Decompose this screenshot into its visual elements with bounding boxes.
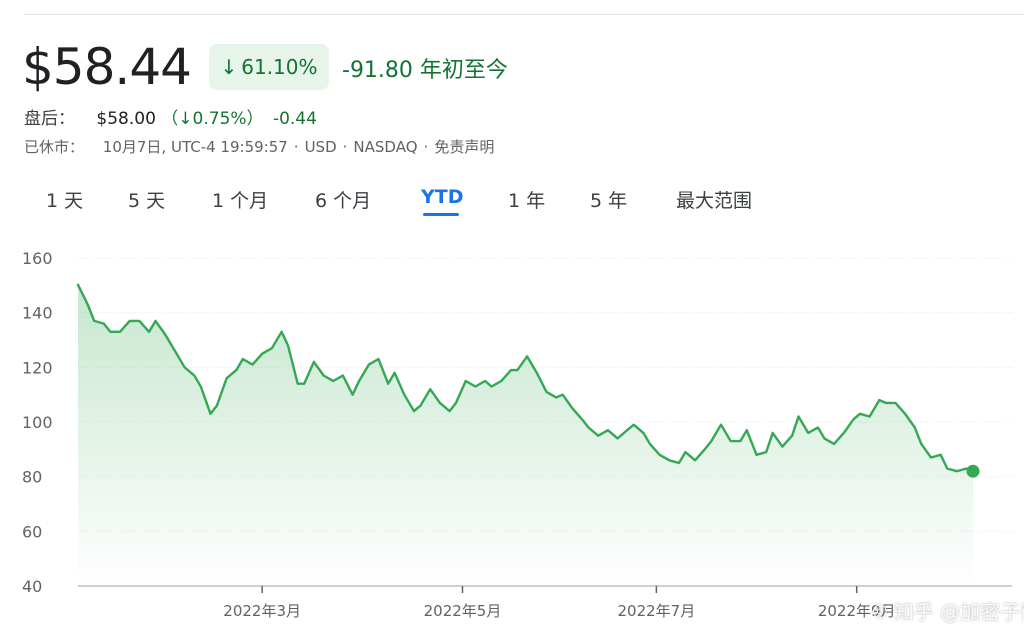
down-arrow-icon: ↓ [220,55,238,79]
ytd-change-percent: 61.10% [241,55,318,79]
market-status-label: 已休市： [24,138,85,156]
after-hours-row: 盘后： $58.00 （↓0.75%） -0.44 [24,104,317,129]
currency: USD [304,138,337,156]
market-status-row: 已休市： 10月7日, UTC-4 19:59:57 · USD · NASDAQ · 免责… [24,138,495,156]
tab-1-month[interactable]: 1 个月 [212,190,269,212]
after-hours-change: -0.44 [272,109,317,129]
y-tick-label-40: 40 [22,577,42,596]
tab-6-month[interactable]: 6 个月 [315,190,372,212]
top-divider [24,14,1024,15]
last-price-dot[interactable] [966,464,980,478]
tab-1-day[interactable]: 1 天 [46,190,84,212]
ytd-change-amount: -91.80 [342,58,413,83]
after-hours-label: 盘后： [24,109,75,129]
time-range-tabs: 1 天 5 天 1 个月 6 个月 YTD 1 年 5 年 最大范围 [0,186,1024,220]
tab-active-indicator [423,213,459,216]
y-tick-label-80: 80 [22,468,42,487]
y-tick-label-120: 120 [22,358,53,377]
watermark-text: 知乎 @加密子衡 [893,600,1024,624]
x-tick-label-2: 2022年7月 [617,602,695,620]
price-area-fill [78,284,973,586]
y-tick-label-60: 60 [22,522,42,541]
tab-max[interactable]: 最大范围 [676,190,753,212]
close-time: 10月7日, UTC-4 19:59:57 [102,138,288,156]
price-line[interactable] [76,283,975,473]
y-tick-label-140: 140 [22,304,53,323]
ytd-change-period: 年初至今 [419,58,508,83]
zhihu-icon: ◎ [872,600,888,621]
x-axis-labels: 2022年3月 2022年5月 2022年7月 2022年9月 [223,586,896,620]
price-chart: 40 60 80 100 120 140 160 2022年3月 2022年5月 2022年7月… [22,249,1012,620]
y-tick-label-160: 160 [22,249,53,268]
x-tick-label-1: 2022年5月 [424,602,502,620]
tab-ytd[interactable]: YTD [421,186,464,208]
ytd-change: -91.80 年初至今 [342,52,508,84]
x-tick-label-0: 2022年3月 [223,602,301,620]
tab-5-day[interactable]: 5 天 [128,190,166,212]
after-hours-percent: （↓0.75%） [161,109,264,129]
x-tick-label-3: 2022年9月 [818,602,896,620]
current-price: $58.44 [22,38,192,96]
ytd-change-badge: ↓ 61.10% [209,44,329,90]
watermark: ◎ 知乎 @加密子衡 [872,596,1024,625]
after-hours-price: $58.00 [96,109,156,129]
exchange: NASDAQ [353,138,418,156]
y-tick-label-100: 100 [22,413,53,432]
tab-1-year[interactable]: 1 年 [508,190,546,212]
y-axis-labels: 40 60 80 100 120 140 160 [22,249,53,596]
tab-5-year[interactable]: 5 年 [590,190,628,212]
disclaimer-link[interactable]: 免责声明 [434,138,495,156]
